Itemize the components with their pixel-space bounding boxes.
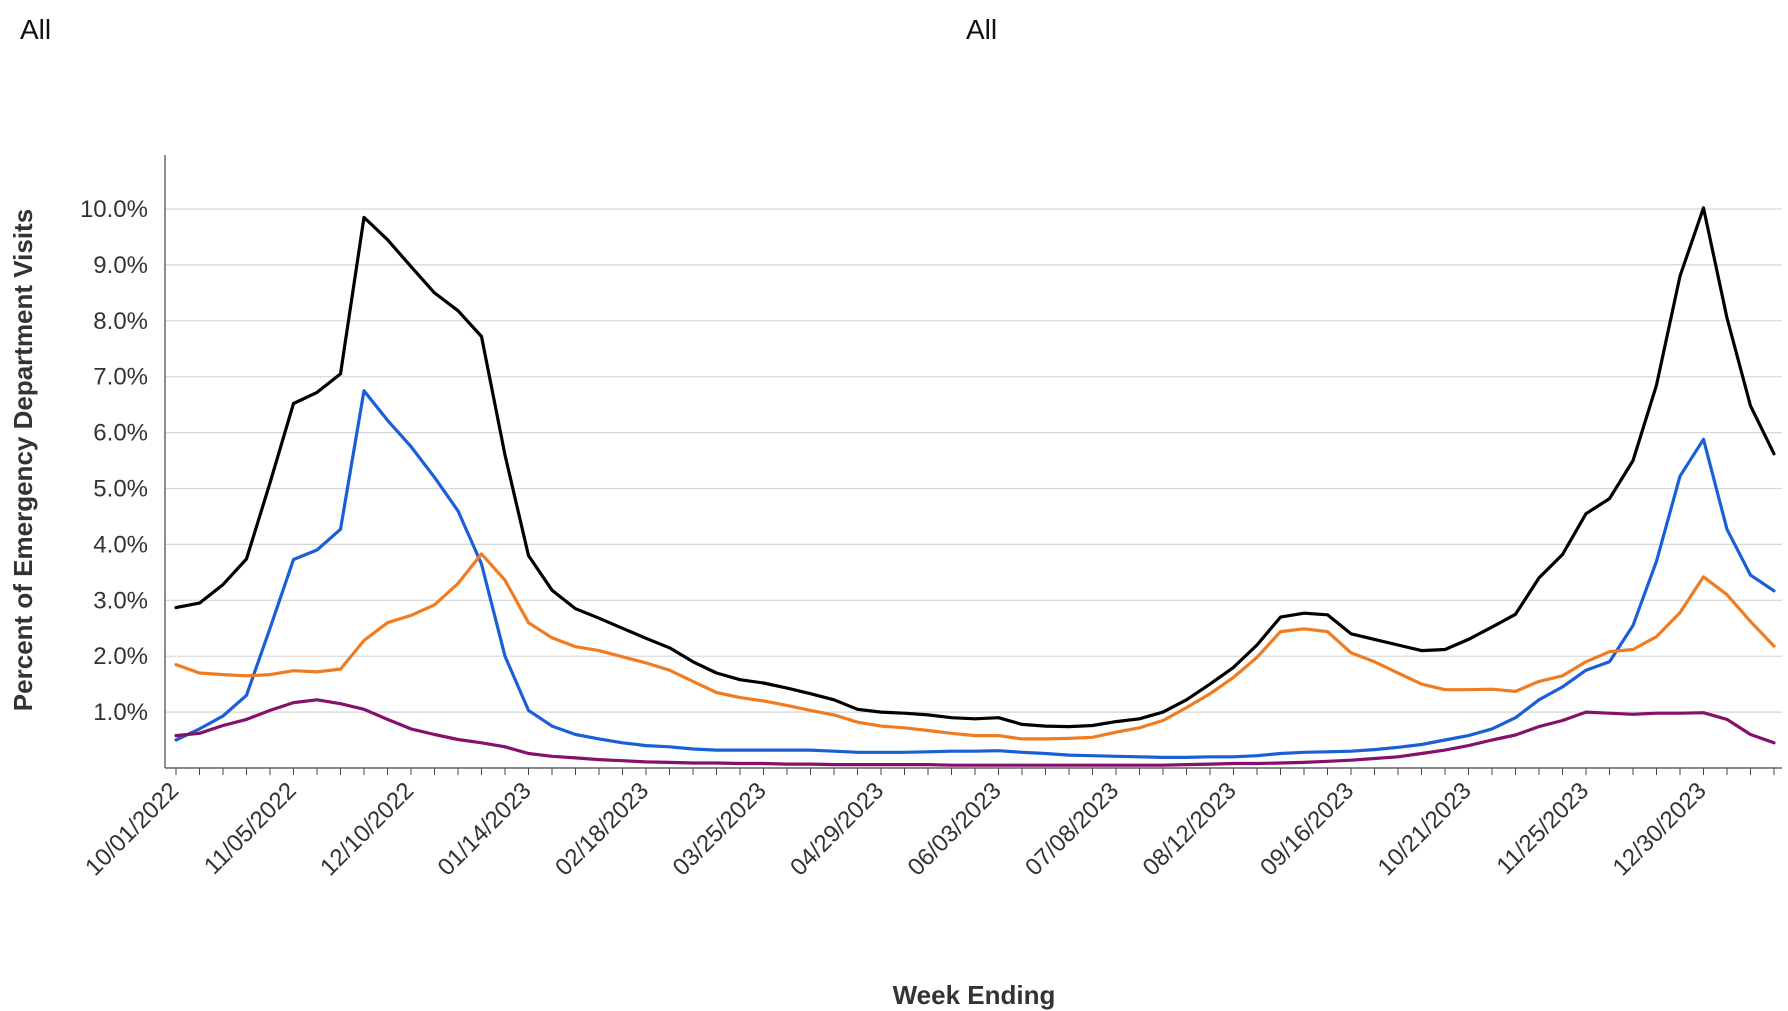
x-tick-label: 10/21/2023	[1373, 777, 1477, 881]
series-lines	[174, 206, 1776, 767]
y-tick-label: 1.0%	[93, 699, 148, 726]
x-tick-label: 02/18/2023	[550, 777, 654, 881]
y-axis-ticks: 1.0% 2.0% 3.0% 4.0% 5.0% 6.0% 7.0% 8.0% 9.0% 10.0…	[80, 196, 148, 726]
y-tick-label: 10.0%	[80, 196, 148, 223]
x-tick-label: 09/16/2023	[1255, 777, 1359, 881]
x-tick-label: 04/29/2023	[785, 777, 889, 881]
filter-label-center: All	[966, 14, 998, 45]
y-tick-label: 7.0%	[93, 364, 148, 391]
x-tick-label: 11/05/2022	[199, 777, 302, 880]
series-line-1	[174, 206, 1776, 729]
x-tick-label: 12/10/2022	[315, 777, 419, 881]
series-line-4	[174, 698, 1776, 767]
gridlines	[165, 208, 1782, 713]
series-line-2	[174, 389, 1776, 760]
y-tick-label: 5.0%	[93, 476, 148, 503]
x-tick-label: 08/12/2023	[1138, 777, 1242, 881]
x-tick-label: 06/03/2023	[903, 777, 1007, 881]
y-tick-label: 8.0%	[93, 308, 148, 335]
y-tick-label: 4.0%	[93, 531, 148, 558]
x-tick-label: 11/25/2023	[1491, 777, 1594, 880]
y-tick-label: 2.0%	[93, 643, 148, 670]
x-tick-label: 03/25/2023	[668, 777, 772, 881]
axes	[164, 155, 1782, 769]
y-tick-label: 9.0%	[93, 252, 148, 279]
x-tick-label: 12/30/2023	[1608, 777, 1712, 881]
y-tick-label: 6.0%	[93, 420, 148, 447]
x-axis-ticks: 10/01/2022 11/05/2022 12/10/2022 01/14/2023…	[80, 768, 1775, 881]
x-tick-label: 10/01/2022	[80, 777, 184, 881]
x-tick-label: 01/14/2023	[433, 777, 537, 881]
y-tick-label: 3.0%	[93, 587, 148, 614]
y-axis-title: Percent of Emergency Department Visits	[8, 209, 38, 711]
x-axis-title: Week Ending	[893, 980, 1056, 1010]
series-line-3	[174, 552, 1776, 741]
x-tick-label: 07/08/2023	[1020, 777, 1124, 881]
filter-label-left: All	[20, 14, 52, 45]
